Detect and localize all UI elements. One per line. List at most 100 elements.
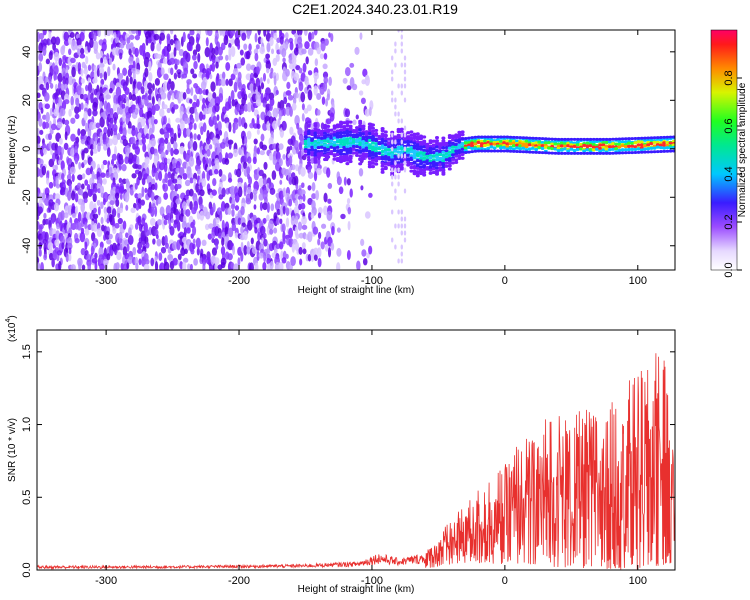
spectrogram-cell — [320, 241, 325, 250]
spectrogram-cell — [237, 186, 243, 198]
spectrogram-cell — [460, 145, 465, 149]
spectrogram-cell — [221, 71, 226, 80]
y-tick-label: 0.0 — [21, 562, 33, 577]
spectrogram-cell — [409, 157, 414, 162]
spectrogram-cell — [175, 183, 182, 189]
spectrogram-cell — [360, 185, 364, 191]
spectrogram-cell — [339, 157, 343, 161]
spectrogram-cell — [177, 253, 182, 261]
spectrogram-cell — [241, 135, 245, 145]
spectrogram-cell — [68, 182, 72, 193]
spectrogram-cell — [323, 157, 327, 162]
spectrogram-cell — [383, 157, 388, 161]
spectrogram-cell — [269, 72, 274, 79]
spectrogram-cell — [633, 145, 638, 149]
spectrogram-cell — [85, 84, 89, 92]
spectrogram-cell — [329, 145, 334, 149]
spectrogram-cell — [169, 38, 174, 46]
spectrogram-cell — [412, 161, 417, 165]
spectrogram-cell — [137, 192, 143, 200]
spectrogram-cell — [649, 141, 654, 146]
spectrogram-cell — [127, 158, 134, 165]
spectrogram-cell — [591, 145, 596, 149]
spectrogram-cell — [332, 154, 337, 158]
spectrogram-cell — [240, 225, 244, 235]
spectrogram-cell — [400, 209, 403, 215]
spectrogram-cell — [311, 193, 317, 200]
spectrogram-cell — [109, 117, 114, 124]
spectrogram-cell — [266, 30, 270, 34]
spectrogram-cell — [617, 151, 622, 155]
spectrogram-cell — [403, 76, 407, 82]
spectrogram-cell — [237, 257, 241, 266]
spectrogram-cell — [409, 165, 414, 170]
spectrogram-cell — [358, 167, 364, 177]
spectrogram-cell — [431, 150, 436, 155]
spectrogram-cell — [170, 80, 175, 91]
spectrogram-cell — [140, 86, 145, 95]
spectrogram-cell — [451, 153, 455, 157]
spectrogram-cell — [140, 199, 145, 206]
spectrogram-cell — [489, 135, 494, 139]
spectrogram-cell — [310, 129, 315, 133]
spectrogram-cell — [447, 150, 452, 154]
spectrogram-cell — [83, 147, 89, 154]
spectrogram-cell — [115, 86, 122, 98]
spectrogram-cell — [295, 233, 300, 240]
spectrogram-cell — [178, 166, 185, 176]
spectrogram-cell — [374, 159, 379, 163]
spectrogram-cell — [54, 74, 58, 80]
spectrogram-cell — [329, 128, 334, 132]
spectrogram-cell — [80, 102, 84, 110]
spectrogram-cell — [406, 160, 411, 164]
spectrogram-cell — [310, 141, 315, 146]
spectrogram-cell — [324, 243, 329, 252]
spectrogram-cell — [137, 170, 143, 181]
spectrogram-cell — [252, 156, 257, 165]
spectrogram-cell — [431, 160, 436, 164]
spectrogram-cell — [221, 237, 225, 247]
spectrogram-cell — [531, 138, 535, 143]
spectrogram-cell — [316, 150, 321, 154]
spectrogram-cell — [409, 140, 414, 144]
colorbar-tick-label: 0.2 — [723, 214, 735, 229]
spectrogram-cell — [409, 150, 414, 154]
spectrogram-cell — [131, 128, 136, 137]
spectrogram-cell — [643, 136, 647, 140]
spectrogram-cell — [671, 145, 675, 150]
spectrogram-cell — [93, 242, 97, 249]
spectrogram-cell — [394, 48, 397, 54]
spectrogram-cell — [345, 137, 350, 141]
spectrogram-cell — [364, 143, 369, 147]
spectrogram-cell — [54, 164, 58, 171]
spectrogram-cell — [331, 225, 335, 236]
spectrogram-cell — [198, 94, 203, 101]
spectrogram-cell — [540, 151, 545, 155]
spectrogram-cell — [122, 220, 127, 230]
spectrogram-cell — [83, 111, 88, 121]
spectrogram-cell — [283, 96, 288, 105]
spectrogram-cell — [105, 230, 110, 241]
spectrogram-cell — [419, 147, 423, 151]
spectrogram-cell — [141, 177, 146, 186]
spectrogram-cell — [135, 202, 140, 211]
spectrogram-cell — [176, 220, 181, 232]
spectrogram-cell — [540, 137, 545, 141]
spectrogram-cell — [150, 137, 156, 147]
spectrogram-cell — [156, 53, 162, 59]
spectrogram-cell — [113, 116, 117, 125]
spectrogram-cell — [358, 90, 364, 96]
spectrogram-cell — [100, 257, 104, 266]
spectrogram-cell — [543, 151, 548, 155]
spectrogram-cell — [435, 158, 439, 162]
spectrogram-cell — [50, 36, 57, 45]
spectrogram-cell — [511, 141, 516, 145]
spectrogram-cell — [579, 137, 583, 141]
spectrogram-cell — [278, 110, 282, 121]
spectrogram-cell — [197, 52, 201, 63]
spectrogram-cell — [342, 121, 347, 125]
spectrogram-cell — [252, 188, 258, 195]
spectrogram-cell — [57, 72, 63, 83]
spectrogram-cell — [66, 173, 72, 181]
spectrogram-cell — [100, 172, 106, 178]
